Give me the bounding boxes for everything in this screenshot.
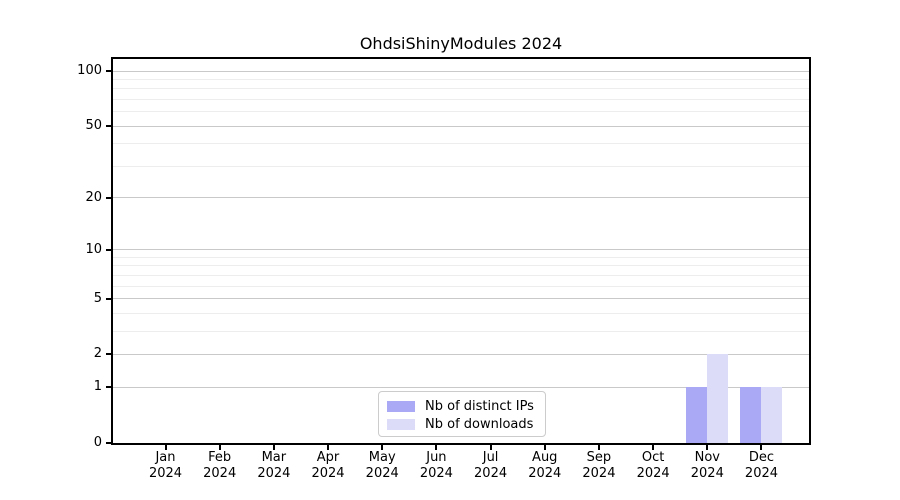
gridline-minor bbox=[113, 98, 809, 100]
gridline-major bbox=[113, 197, 809, 199]
bar-nov-nb-of-downloads bbox=[707, 354, 729, 443]
gridline-minor bbox=[113, 274, 809, 276]
x-tick-label: Sep 2024 bbox=[582, 450, 616, 481]
y-tick-mark bbox=[106, 196, 111, 199]
gridline-major bbox=[113, 249, 809, 251]
plot-area bbox=[111, 57, 811, 445]
bar-dec-nb-of-downloads bbox=[761, 387, 783, 443]
x-tick-mark bbox=[218, 445, 221, 450]
legend-swatch-downloads bbox=[387, 418, 415, 430]
y-tick-mark bbox=[106, 297, 111, 300]
y-tick-label: 10 bbox=[85, 241, 102, 257]
x-tick-mark bbox=[760, 445, 763, 450]
gridline-major bbox=[113, 298, 809, 300]
y-tick-label: 0 bbox=[93, 435, 102, 450]
x-tick-label: Mar 2024 bbox=[257, 450, 291, 481]
legend-label-downloads: Nb of downloads bbox=[425, 416, 534, 432]
y-tick-mark bbox=[106, 248, 111, 251]
gridline-major bbox=[113, 353, 809, 355]
y-tick-label: 100 bbox=[77, 63, 102, 79]
chart-title: OhdsiShinyModules 2024 bbox=[359, 34, 563, 53]
legend-swatch-distinct-ips bbox=[387, 400, 415, 412]
x-tick-mark bbox=[543, 445, 546, 450]
x-tick-mark bbox=[435, 445, 438, 450]
gridline-minor bbox=[113, 265, 809, 267]
x-tick-label: Jul 2024 bbox=[474, 450, 508, 481]
gridline-major bbox=[113, 386, 809, 388]
x-tick-label: Oct 2024 bbox=[636, 450, 670, 481]
gridline-minor bbox=[113, 78, 809, 80]
x-tick-mark bbox=[489, 445, 492, 450]
x-tick-label: Dec 2024 bbox=[744, 450, 779, 481]
y-tick-mark bbox=[106, 386, 111, 389]
x-tick-label: Jun 2024 bbox=[419, 450, 453, 481]
x-tick-mark bbox=[381, 445, 384, 450]
gridline-minor bbox=[113, 88, 809, 90]
gridline-minor bbox=[113, 330, 809, 332]
y-tick-label: 1 bbox=[93, 379, 102, 395]
x-tick-label: Nov 2024 bbox=[690, 450, 724, 481]
bar-nov-nb-of-distinct-ips bbox=[686, 387, 708, 443]
gridline-minor bbox=[113, 111, 809, 113]
gridline-major bbox=[113, 125, 809, 127]
x-tick-mark bbox=[164, 445, 167, 450]
legend-item-distinct-ips: Nb of distinct IPs bbox=[387, 397, 545, 415]
legend-item-downloads: Nb of downloads bbox=[387, 415, 545, 433]
legend-label-distinct-ips: Nb of distinct IPs bbox=[425, 398, 534, 414]
x-tick-mark bbox=[652, 445, 655, 450]
x-tick-label: Apr 2024 bbox=[311, 450, 345, 481]
gridline-minor bbox=[113, 256, 809, 258]
bar-dec-nb-of-distinct-ips bbox=[740, 387, 762, 443]
x-tick-mark bbox=[327, 445, 330, 450]
y-tick-mark bbox=[106, 70, 111, 73]
gridline-major bbox=[113, 70, 809, 72]
x-tick-label: May 2024 bbox=[365, 450, 399, 481]
y-tick-mark bbox=[106, 125, 111, 128]
gridline-minor bbox=[113, 285, 809, 287]
gridline-minor bbox=[113, 143, 809, 145]
y-tick-label: 2 bbox=[93, 346, 102, 362]
gridline-minor bbox=[113, 312, 809, 314]
x-tick-label: Jan 2024 bbox=[148, 450, 183, 481]
y-tick-label: 5 bbox=[93, 290, 102, 306]
legend: Nb of distinct IPs Nb of downloads bbox=[378, 391, 546, 437]
y-tick-mark bbox=[106, 442, 111, 444]
x-tick-mark bbox=[272, 445, 275, 450]
y-tick-mark bbox=[106, 353, 111, 356]
x-tick-mark bbox=[706, 445, 709, 450]
y-tick-label: 50 bbox=[85, 118, 102, 134]
x-tick-mark bbox=[597, 445, 600, 450]
x-tick-label: Aug 2024 bbox=[528, 450, 562, 481]
x-tick-label: Feb 2024 bbox=[203, 450, 237, 481]
gridline-minor bbox=[113, 165, 809, 167]
y-tick-label: 20 bbox=[85, 189, 102, 205]
